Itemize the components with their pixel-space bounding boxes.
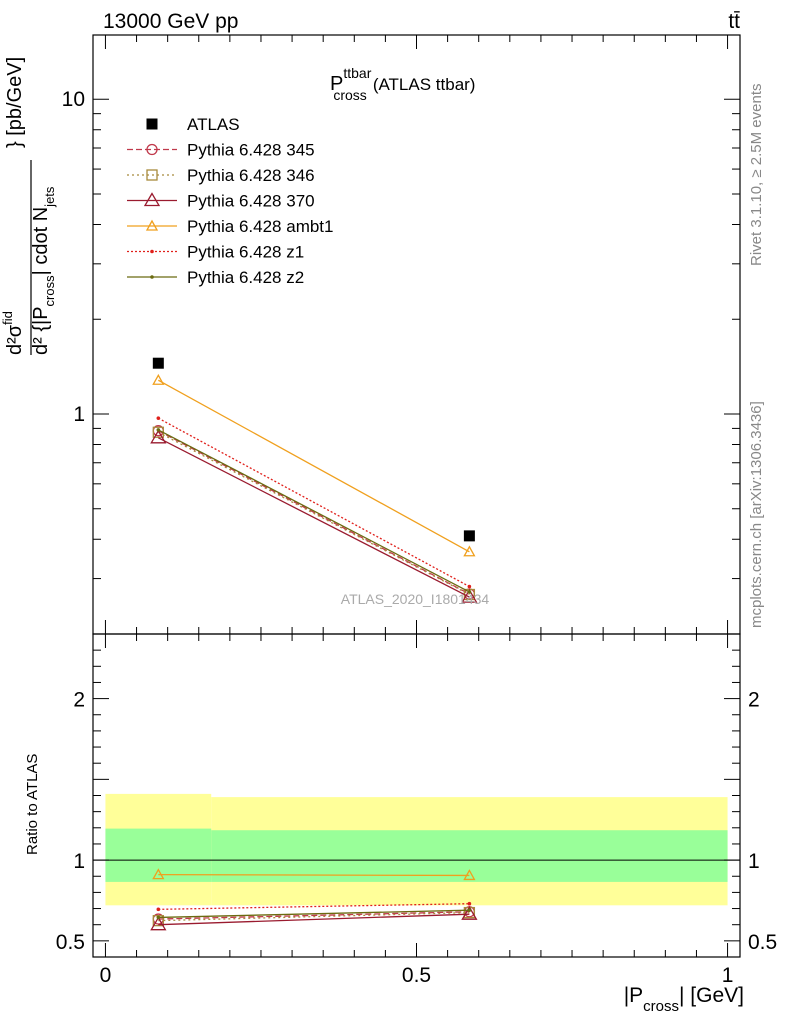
- ratio-band-inner-1: [211, 830, 728, 882]
- legend-swatch-marker: [146, 143, 158, 156]
- ratio-series-point-3: [463, 869, 476, 881]
- header-left: 13000 GeV pp: [103, 10, 238, 33]
- ratio-series-point-2: [150, 916, 167, 931]
- legend-swatch-marker: [143, 192, 161, 207]
- series-line-2: [158, 437, 470, 598]
- series-line-5: [158, 429, 470, 593]
- series-point-3: [152, 373, 165, 385]
- ylabel-denom-main: d² {|P: [30, 306, 52, 355]
- legend-label: Pythia 6.428 370: [187, 192, 315, 211]
- ratio-series-line-3: [158, 873, 470, 877]
- main-panel: 1 10 ATLAS Pythia 6.428 345 Pythia 6.428 346…: [62, 34, 741, 635]
- series-point-5: [156, 428, 161, 432]
- plot-title-suffix: (ATLAS ttbar): [373, 75, 476, 94]
- plot-title: Pttbar cross (ATLAS ttbar): [330, 65, 475, 103]
- xlabel-suffix: | [GeV]: [679, 984, 744, 1007]
- rivet-label: Rivet 3.1.10, ≥ 2.5M events: [748, 84, 765, 267]
- ratio-series-point-2: [461, 905, 478, 920]
- legend-label: Pythia 6.428 346: [187, 166, 315, 185]
- series-line-3: [158, 379, 470, 553]
- legend-label: Pythia 6.428 ambt1: [187, 217, 333, 236]
- ratio-y-tick-label: 2: [73, 689, 85, 712]
- xlabel-prefix: |P: [624, 984, 643, 1007]
- atlas-data-point: [463, 530, 475, 542]
- legend-label: ATLAS: [187, 115, 240, 134]
- y-tick-label: 10: [62, 88, 85, 111]
- xlabel: |Pcross| [GeV]: [624, 984, 744, 1015]
- legend-swatch-marker: [146, 169, 158, 181]
- legend-swatch-marker: [150, 249, 154, 254]
- series-point-4: [156, 416, 161, 420]
- ylabel-numerator: d²σfid: [0, 311, 26, 355]
- series-point-2: [461, 588, 478, 603]
- series-line-0: [158, 430, 470, 595]
- series-point-3: [463, 545, 476, 557]
- series-line-4: [158, 417, 470, 588]
- ratio-y-tick-label-right: 2: [748, 689, 760, 712]
- ratio-panel: 0 0.5 1 0.5 0.5 1 1 2 2: [56, 633, 777, 987]
- analysis-watermark: ATLAS_2020_I1801434: [341, 591, 490, 607]
- ylabel-d2sigma: d²σ: [4, 324, 26, 355]
- legend-swatch-marker: [146, 118, 158, 130]
- plot-title-main: P: [330, 73, 343, 95]
- legend-label: Pythia 6.428 z2: [187, 268, 304, 287]
- ratio-series-line-2: [158, 913, 470, 926]
- ratio-series-line-5: [158, 909, 470, 919]
- ylabel-denominator: d² {|Pcross| cdot Njets: [30, 186, 57, 355]
- ylabel-unit: } [pb/GeV]: [4, 57, 26, 148]
- ratio-series-line-0: [158, 911, 470, 920]
- ylabel-sigma-sup: fid: [0, 311, 15, 325]
- series-line-1: [158, 431, 470, 596]
- series-point-4: [467, 584, 472, 589]
- x-tick-label: 0.5: [402, 964, 431, 987]
- ratio-series-point-4: [156, 907, 161, 912]
- mcplots-label: mcplots.cern.ch [arXiv:1306.3436]: [748, 401, 765, 628]
- ratio-series-point-4: [467, 901, 472, 906]
- header-right: tt̄: [728, 10, 740, 33]
- legend-label: Pythia 6.428 345: [187, 141, 315, 160]
- ratio-y-tick-label-right: 1: [748, 850, 760, 873]
- legend-swatch-marker: [150, 275, 154, 279]
- plot-title-sub: cross: [333, 87, 366, 103]
- ylabel-denom-sub: cross: [42, 275, 57, 307]
- ratio-series-point-5: [156, 915, 161, 920]
- y-tick-label: 1: [73, 403, 85, 426]
- x-tick-label: 1: [722, 964, 734, 987]
- xlabel-sub: cross: [643, 998, 679, 1015]
- series-point-5: [467, 590, 472, 594]
- ratio-series-point-3: [152, 868, 165, 880]
- legend-label: Pythia 6.428 z1: [187, 243, 304, 262]
- plot-title-sup: ttbar: [343, 65, 371, 81]
- atlas-data-point: [152, 357, 164, 369]
- ratio-series-line-1: [158, 911, 470, 922]
- ylabel-njets-sub: jets: [42, 186, 57, 208]
- main-ylabel: d²σfid d² {|Pcross| cdot Njets } [pb/GeV…: [0, 57, 57, 355]
- legend-swatch-marker: [145, 219, 159, 231]
- ratio-y-tick-label: 1: [73, 850, 85, 873]
- ratio-y-tick-label: 0.5: [56, 931, 85, 954]
- ratio-ylabel: Ratio to ATLAS: [24, 754, 41, 855]
- ratio-series-point-5: [467, 908, 472, 912]
- ratio-y-tick-label-right: 0.5: [748, 931, 777, 954]
- series-point-2: [150, 429, 167, 444]
- x-tick-label: 0: [100, 964, 112, 987]
- ylabel-denom-tail: | cdot N: [30, 207, 52, 276]
- ratio-band-inner-0: [105, 828, 212, 882]
